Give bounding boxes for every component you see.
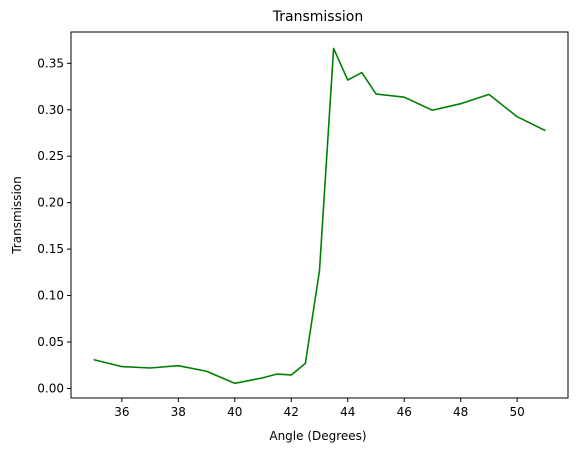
x-tick-label: 42 [284, 405, 299, 419]
y-tick-label: 0.05 [37, 335, 64, 349]
y-tick-label: 0.10 [37, 289, 64, 303]
x-tick-label: 48 [453, 405, 468, 419]
x-tick-label: 44 [340, 405, 355, 419]
x-axis-title: Angle (Degrees) [269, 429, 366, 443]
x-tick-label: 36 [114, 405, 129, 419]
y-tick-label: 0.00 [37, 381, 64, 395]
y-tick-label: 0.20 [37, 196, 64, 210]
y-axis: 0.00 0.05 0.10 0.15 0.20 0.25 0.30 0.35 [37, 56, 71, 395]
series-line-0 [93, 47, 546, 385]
x-tick-label: 50 [510, 405, 525, 419]
plot-area [93, 47, 546, 385]
y-axis-title: Transmission [10, 176, 24, 255]
chart-title: Transmission [272, 9, 363, 25]
x-axis: 36 38 40 42 44 46 48 50 [114, 398, 525, 419]
x-tick-label: 38 [171, 405, 186, 419]
y-tick-label: 0.15 [37, 242, 64, 256]
y-tick-label: 0.25 [37, 149, 64, 163]
plot-frame [70, 31, 569, 399]
y-tick-label: 0.30 [37, 103, 64, 117]
y-tick-label: 0.35 [37, 56, 64, 70]
x-tick-label: 46 [397, 405, 412, 419]
x-tick-label: 40 [227, 405, 242, 419]
